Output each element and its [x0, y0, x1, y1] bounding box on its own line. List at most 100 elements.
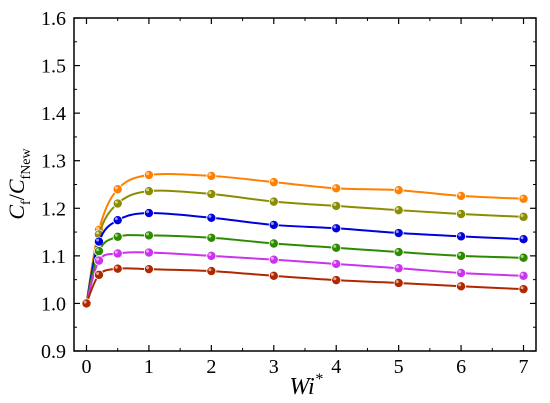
- data-point-highlight: [458, 211, 462, 215]
- data-point: [206, 189, 217, 200]
- y-tick-label: 1.2: [41, 198, 66, 220]
- data-point: [518, 211, 529, 222]
- data-point-highlight: [114, 250, 118, 254]
- data-point: [393, 205, 404, 216]
- data-point: [112, 215, 123, 226]
- data-point-highlight: [114, 186, 118, 190]
- data-point: [456, 231, 467, 242]
- data-point-highlight: [96, 248, 100, 252]
- data-point: [518, 193, 529, 204]
- data-point: [143, 186, 154, 197]
- data-point: [393, 228, 404, 239]
- data-point: [112, 263, 123, 274]
- data-point: [456, 281, 467, 292]
- data-point: [143, 208, 154, 219]
- data-point-highlight: [270, 256, 274, 260]
- data-point: [331, 223, 342, 234]
- data-point: [143, 247, 154, 258]
- tick-layer: 0 1 2 3 4 5 6 7 0.9 1.0 1.1 1.2 1.3 1.4 1.5 1.6: [41, 8, 536, 378]
- y-tick-label: 1.4: [41, 103, 66, 125]
- data-point-highlight: [208, 252, 212, 256]
- y-tick-label: 0.9: [41, 341, 66, 363]
- data-point-highlight: [114, 233, 118, 237]
- data-point: [268, 219, 279, 230]
- x-tick-label: 5: [394, 356, 404, 378]
- y-tick-label: 1.3: [41, 151, 66, 173]
- series-layer: [81, 169, 529, 309]
- data-point-highlight: [270, 240, 274, 244]
- data-point: [143, 230, 154, 241]
- x-axis-title: Wi*: [289, 371, 322, 400]
- data-point-highlight: [146, 210, 150, 214]
- data-point: [456, 267, 467, 278]
- data-point: [518, 252, 529, 263]
- data-point-highlight: [208, 268, 212, 272]
- data-point: [393, 277, 404, 288]
- data-point-highlight: [333, 185, 337, 189]
- data-point: [206, 266, 217, 277]
- series-5: [81, 247, 529, 309]
- x-tick-label: 4: [331, 356, 341, 378]
- data-point-highlight: [208, 191, 212, 195]
- data-point-highlight: [333, 225, 337, 229]
- data-point: [331, 258, 342, 269]
- data-point-highlight: [458, 270, 462, 274]
- series-line: [85, 234, 524, 304]
- data-point-highlight: [395, 230, 399, 234]
- data-point: [393, 185, 404, 196]
- series-3: [81, 208, 529, 309]
- data-point: [518, 270, 529, 281]
- data-point: [93, 246, 104, 257]
- data-point-highlight: [146, 266, 150, 270]
- series-line: [85, 267, 524, 304]
- data-point-highlight: [96, 257, 100, 261]
- y-tick-label: 1.1: [41, 246, 66, 268]
- data-point: [331, 200, 342, 211]
- data-point: [93, 269, 104, 280]
- x-tick-label: 3: [269, 356, 279, 378]
- data-point: [268, 238, 279, 249]
- data-point-highlight: [458, 283, 462, 287]
- data-point-highlight: [96, 271, 100, 275]
- data-point-highlight: [333, 261, 337, 265]
- data-point: [268, 254, 279, 265]
- data-point-highlight: [520, 254, 524, 258]
- data-point: [206, 232, 217, 243]
- x-tick-label: 7: [519, 356, 529, 378]
- data-point-highlight: [96, 226, 100, 230]
- data-point-highlight: [333, 244, 337, 248]
- data-point: [112, 198, 123, 209]
- x-tick-label: 2: [206, 356, 216, 378]
- series-line: [85, 251, 524, 304]
- data-point: [268, 196, 279, 207]
- data-point-highlight: [458, 233, 462, 237]
- y-axis-title: Cf/CfNew: [4, 147, 34, 219]
- data-point: [268, 177, 279, 188]
- series-2: [81, 186, 529, 309]
- data-point-highlight: [520, 236, 524, 240]
- data-point: [112, 248, 123, 259]
- data-point: [393, 263, 404, 274]
- data-point-highlight: [83, 300, 87, 304]
- data-point: [143, 264, 154, 275]
- data-point-highlight: [114, 200, 118, 204]
- series-line: [85, 212, 524, 304]
- data-point: [206, 170, 217, 181]
- data-point-highlight: [96, 231, 100, 235]
- data-point: [331, 183, 342, 194]
- data-point-highlight: [395, 265, 399, 269]
- data-point-highlight: [520, 286, 524, 290]
- data-point-highlight: [146, 172, 150, 176]
- data-point: [331, 275, 342, 286]
- data-point: [331, 242, 342, 253]
- data-point-highlight: [395, 187, 399, 191]
- data-point: [456, 250, 467, 261]
- data-point-highlight: [270, 198, 274, 202]
- data-point-highlight: [520, 213, 524, 217]
- data-point-highlight: [520, 195, 524, 199]
- y-tick-label: 1.6: [41, 8, 66, 30]
- series-6: [81, 263, 529, 309]
- data-point: [112, 184, 123, 195]
- data-point: [112, 231, 123, 242]
